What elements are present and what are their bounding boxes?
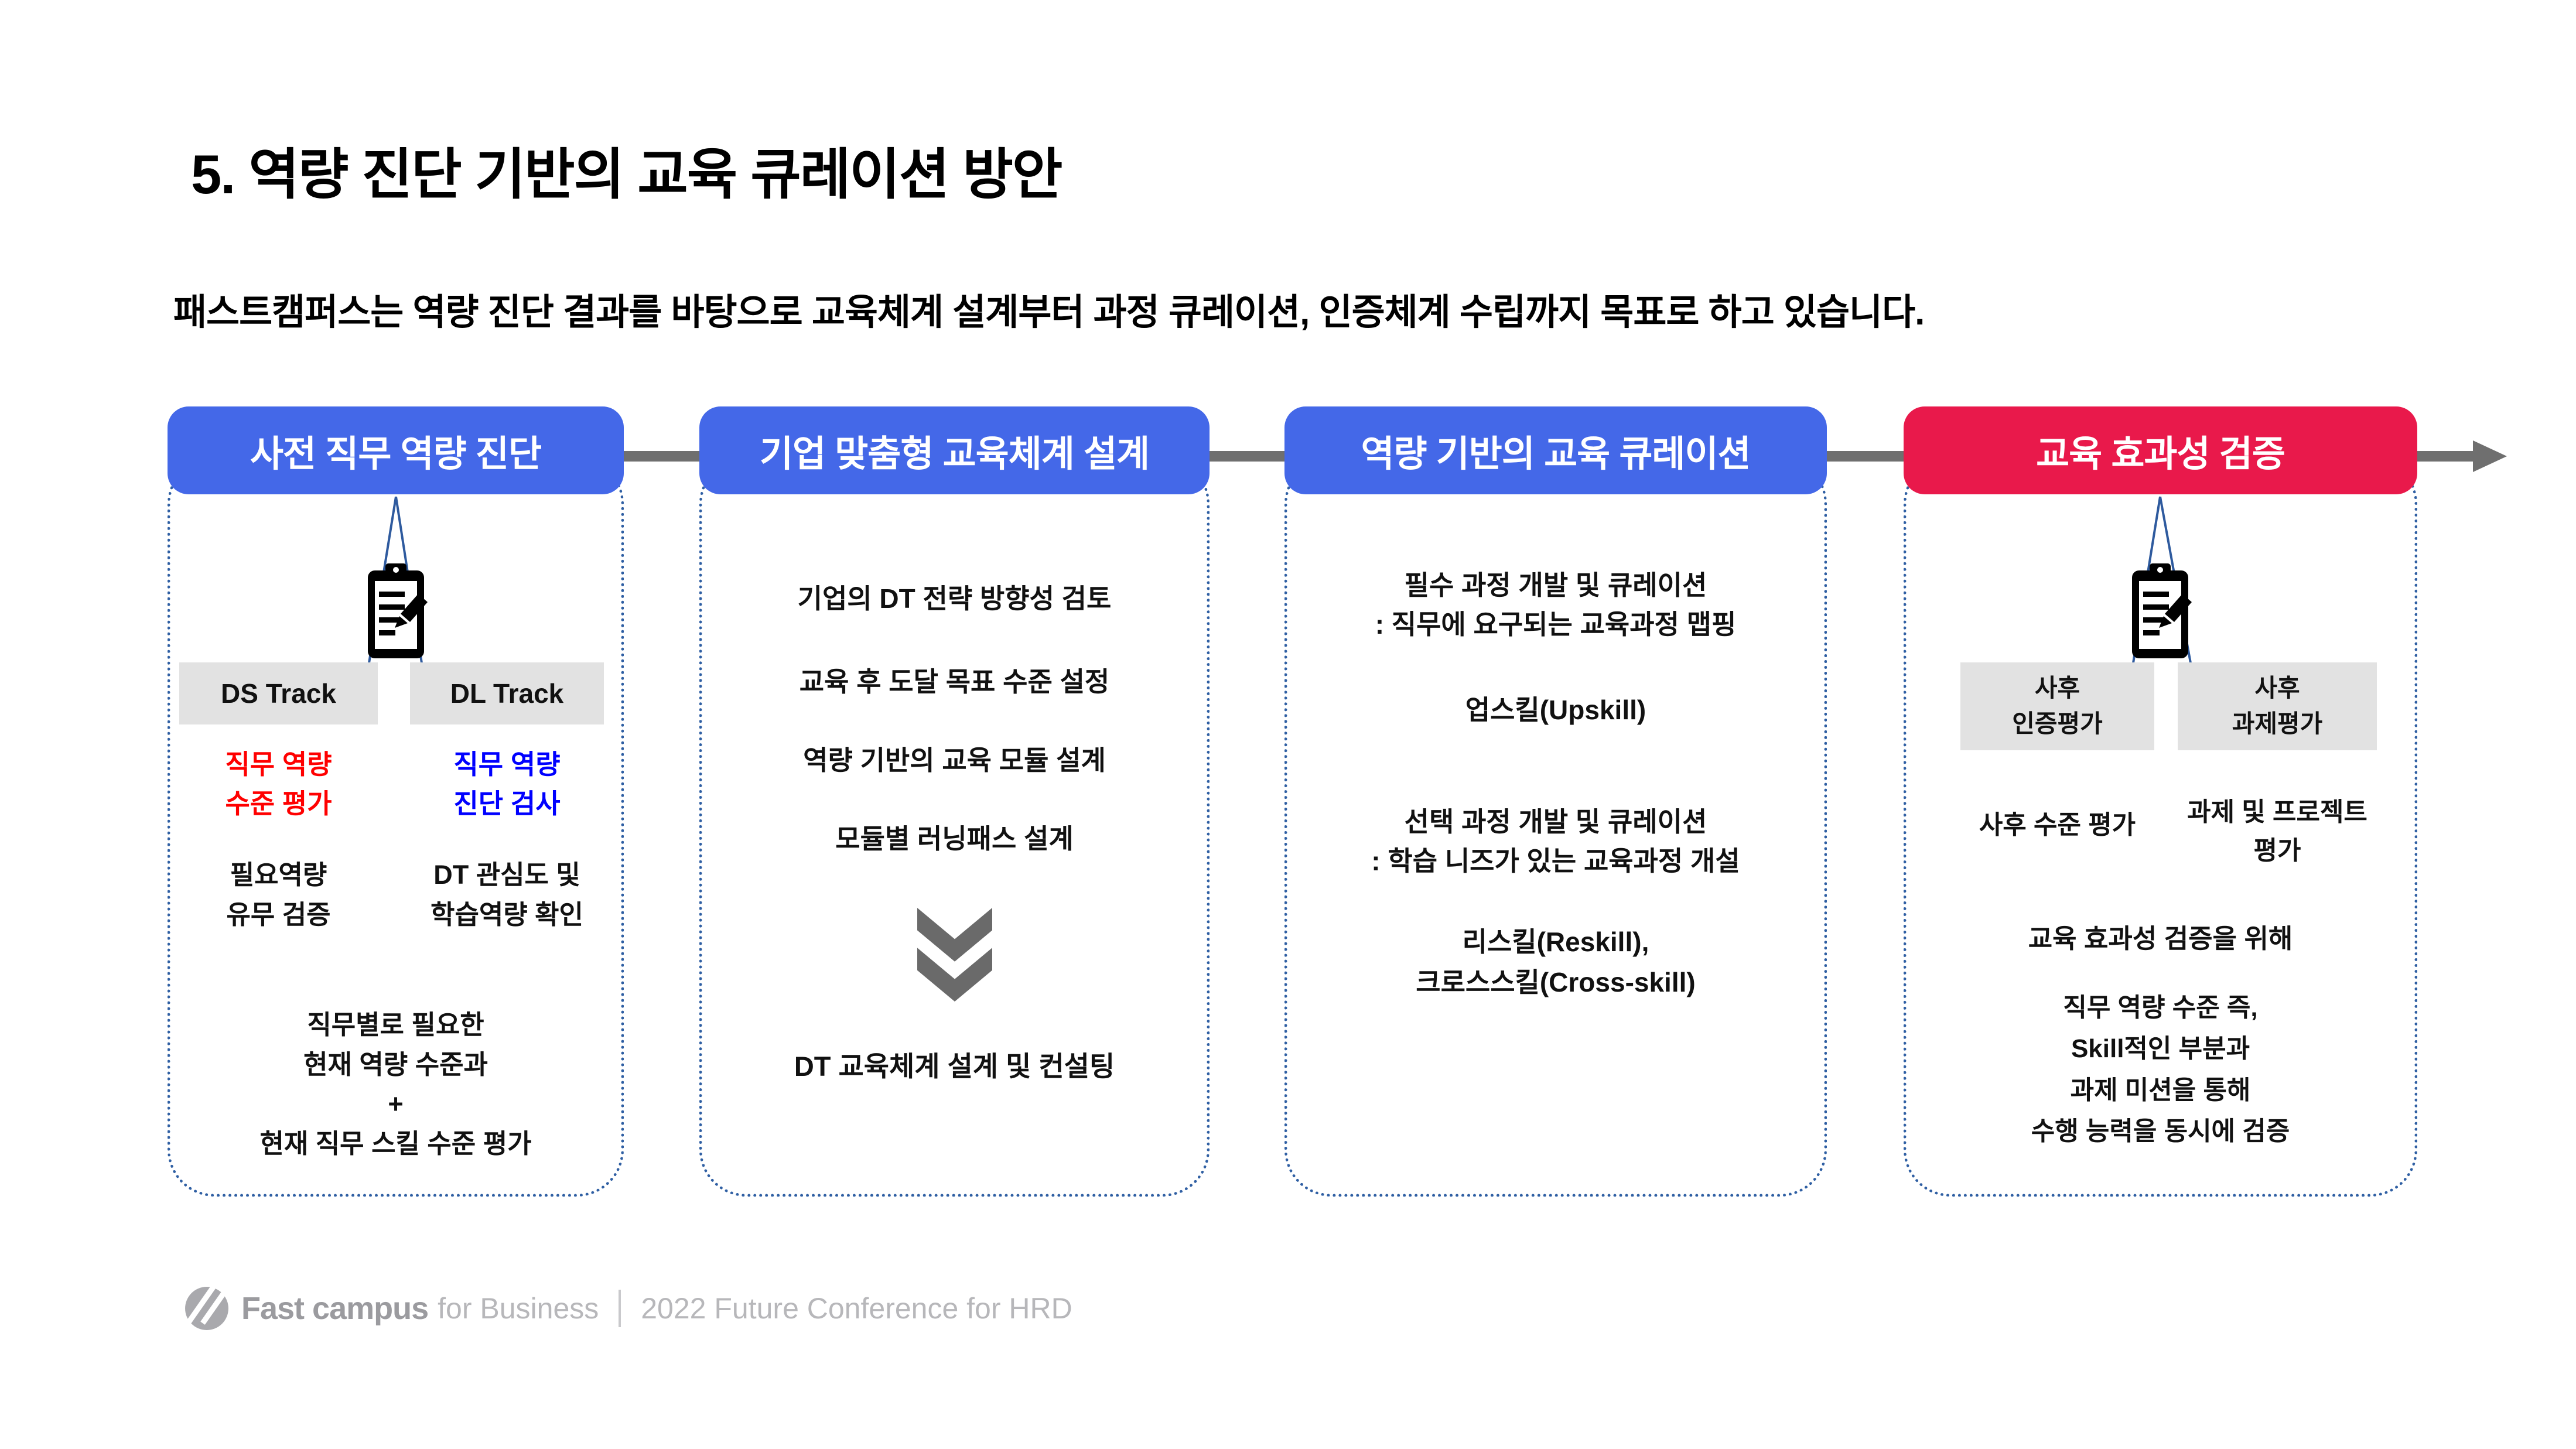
footer-brand: Fast campus <box>241 1291 429 1326</box>
curation-item-3: 선택 과정 개발 및 큐레이션 : 학습 니즈가 있는 교육과정 개설 <box>1371 806 1740 876</box>
track-ds-note: 직무 역량 수준 평가 <box>225 749 332 819</box>
column-edu-system-design: 기업 맞춤형 교육체계 설계 기업의 DT 전략 방향성 검토 교육 후 도달 … <box>699 406 1210 1197</box>
curation-item-4: 리스킬(Reskill), 크로스스킬(Cross-skill) <box>1416 927 1696 997</box>
column-header-pre-diagnosis: 사전 직무 역량 진단 <box>168 406 624 494</box>
design-step-2: 교육 후 도달 목표 수준 설정 <box>799 667 1110 697</box>
post-task-detail: 과제 및 프로젝트 평가 <box>2187 798 2367 865</box>
post-cert-box: 사후 인증평가 <box>1960 662 2154 750</box>
footer-brand-suffix: for Business <box>438 1292 599 1325</box>
footer-divider <box>619 1290 621 1327</box>
effectiveness-summary: 직무 역량 수준 즉, Skill적인 부분과 과제 미션을 통해 수행 능력을… <box>2031 993 2290 1146</box>
curation-item-2: 업스킬(Upskill) <box>1465 695 1646 725</box>
column-header-effectiveness: 교육 효과성 검증 <box>1904 406 2417 494</box>
design-step-3: 역량 기반의 교육 모듈 설계 <box>803 745 1106 775</box>
panel-edu-system-design <box>699 457 1210 1197</box>
flow-arrow-head-icon <box>2473 440 2507 472</box>
post-task-box: 사후 과제평가 <box>2178 662 2377 750</box>
design-step-4: 모듈별 러닝패스 설계 <box>835 823 1074 854</box>
column-pre-diagnosis: 사전 직무 역량 진단 DS Track DL Track 직무 역량 수준 평… <box>168 406 624 1197</box>
post-cert-detail: 사후 수준 평가 <box>1979 811 2136 839</box>
pre-diagnosis-summary: 직무별로 필요한 현재 역량 수준과 + 현재 직무 스킬 수준 평가 <box>259 1010 532 1158</box>
clipboard-pencil-icon <box>368 563 428 658</box>
curation-item-1: 필수 과정 개발 및 큐레이션 : 직무에 요구되는 교육과정 맵핑 <box>1375 570 1737 640</box>
footer: Fast campus for Business 2022 Future Con… <box>184 1284 1072 1333</box>
design-step-1: 기업의 DT 전략 방향성 검토 <box>797 583 1112 614</box>
clipboard-pencil-icon <box>2132 563 2192 658</box>
track-box-ds: DS Track <box>179 662 378 724</box>
effectiveness-purpose: 교육 효과성 검증을 위해 <box>2028 924 2293 954</box>
double-chevron-down-icon <box>917 908 992 1002</box>
column-effectiveness: 교육 효과성 검증 사후 인증평가 사후 과제평가 사후 수준 평가 과제 및 … <box>1904 406 2417 1197</box>
fastcampus-logo-icon <box>185 1286 230 1330</box>
track-box-dl: DL Track <box>410 662 604 724</box>
track-dl-note: 직무 역량 진단 검사 <box>453 749 561 819</box>
slide-subtitle: 패스트캠퍼스는 역량 진단 결과를 바탕으로 교육체계 설계부터 과정 큐레이션… <box>173 292 1925 333</box>
page-title: 5. 역량 진단 기반의 교육 큐레이션 방안 <box>191 143 1062 205</box>
column-curation: 역량 기반의 교육 큐레이션 필수 과정 개발 및 큐레이션 : 직무에 요구되… <box>1284 406 1827 1197</box>
design-result: DT 교육체계 설계 및 컨설팅 <box>794 1051 1115 1082</box>
footer-event: 2022 Future Conference for HRD <box>641 1292 1072 1325</box>
column-header-edu-system-design: 기업 맞춤형 교육체계 설계 <box>699 406 1210 494</box>
column-header-curation: 역량 기반의 교육 큐레이션 <box>1284 406 1827 494</box>
panel-curation <box>1284 457 1827 1197</box>
track-dl-detail: DT 관심도 및 학습역량 확인 <box>431 860 583 929</box>
track-ds-detail: 필요역량 유무 검증 <box>226 860 331 929</box>
